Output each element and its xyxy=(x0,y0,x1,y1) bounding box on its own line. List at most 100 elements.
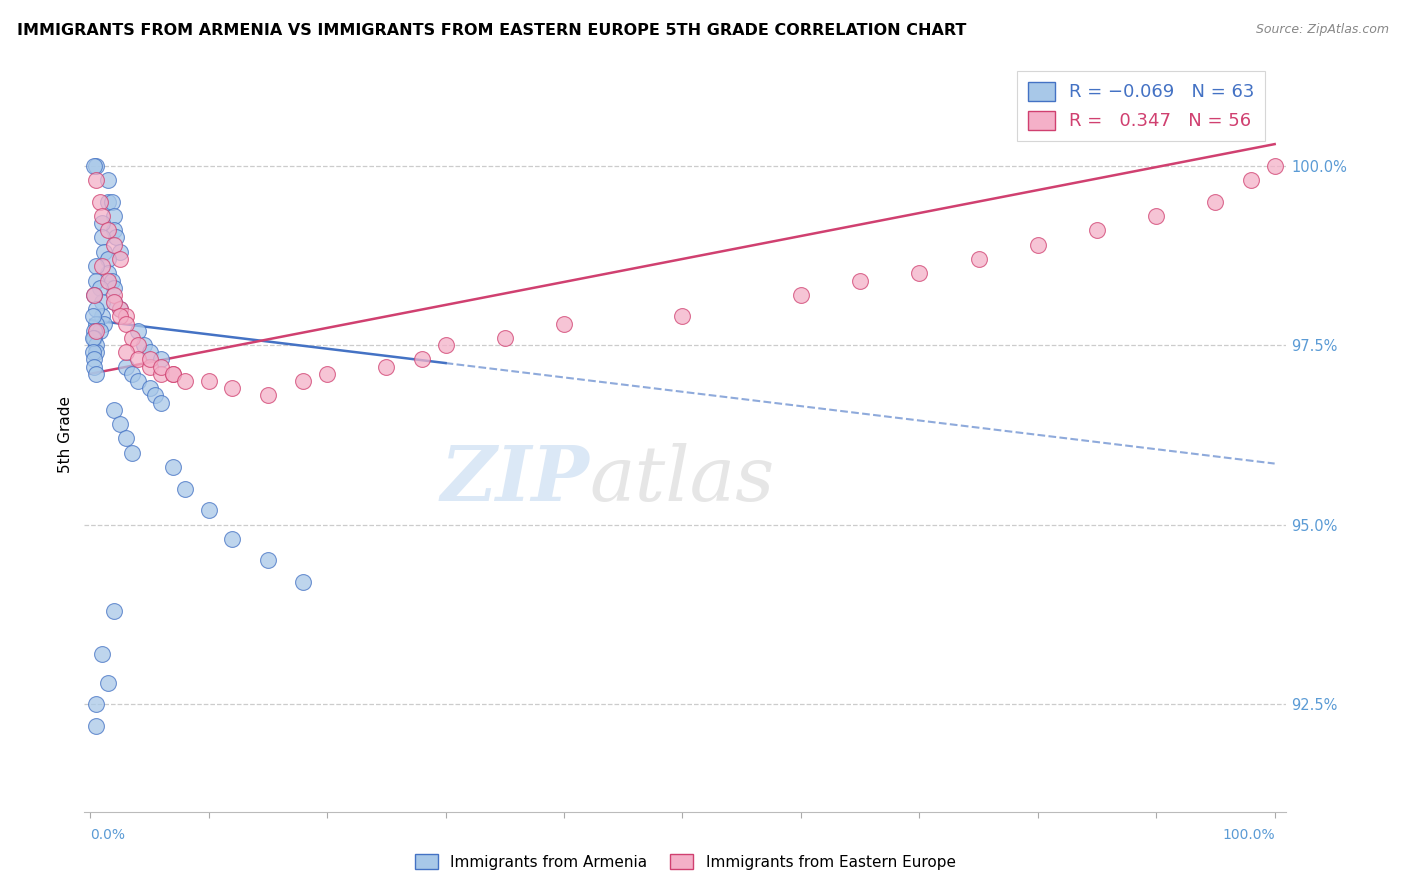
Point xyxy=(83,324,105,338)
Point xyxy=(97,273,120,287)
Point xyxy=(121,367,143,381)
Point xyxy=(103,604,125,618)
Point xyxy=(89,194,111,209)
Point xyxy=(257,388,280,402)
Point xyxy=(150,352,173,367)
Point xyxy=(108,244,131,259)
Point xyxy=(138,345,160,359)
Text: atlas: atlas xyxy=(589,443,775,517)
Point xyxy=(197,503,219,517)
Point xyxy=(127,352,149,367)
Point xyxy=(197,374,219,388)
Point xyxy=(114,317,136,331)
Point xyxy=(108,310,131,324)
Point xyxy=(100,194,122,209)
Point xyxy=(89,324,111,338)
Point xyxy=(84,338,107,352)
Point xyxy=(83,288,105,302)
Point xyxy=(174,482,197,496)
Point xyxy=(84,317,107,331)
Point xyxy=(84,324,107,338)
Point xyxy=(91,295,114,310)
Point xyxy=(1240,173,1263,187)
Point xyxy=(103,402,125,417)
Point xyxy=(967,252,990,266)
Point xyxy=(97,223,120,237)
Point xyxy=(127,338,149,352)
Point xyxy=(162,367,184,381)
Point xyxy=(150,395,173,409)
Point xyxy=(292,574,315,589)
Point xyxy=(91,259,114,273)
Point xyxy=(108,252,131,266)
Point xyxy=(103,295,125,310)
Point xyxy=(91,216,114,230)
Point xyxy=(103,237,125,252)
Point xyxy=(221,532,243,546)
Point xyxy=(127,374,149,388)
Point xyxy=(84,345,107,359)
Point xyxy=(82,331,104,345)
Point xyxy=(103,209,125,223)
Point xyxy=(1085,223,1108,237)
Point xyxy=(84,697,107,711)
Point xyxy=(89,281,111,295)
Legend: Immigrants from Armenia, Immigrants from Eastern Europe: Immigrants from Armenia, Immigrants from… xyxy=(409,847,962,876)
Point xyxy=(97,194,120,209)
Point xyxy=(108,302,131,317)
Point xyxy=(103,295,125,310)
Point xyxy=(83,359,105,374)
Point xyxy=(132,338,155,352)
Point xyxy=(108,417,131,431)
Point xyxy=(103,288,125,302)
Point xyxy=(145,388,167,402)
Point xyxy=(93,317,115,331)
Point xyxy=(162,367,184,381)
Point xyxy=(908,266,931,280)
Point xyxy=(100,273,122,287)
Text: Source: ZipAtlas.com: Source: ZipAtlas.com xyxy=(1256,23,1389,37)
Point xyxy=(83,288,105,302)
Point xyxy=(97,173,120,187)
Point xyxy=(84,367,107,381)
Point xyxy=(105,230,128,244)
Point xyxy=(849,273,872,287)
Point xyxy=(91,310,114,324)
Point xyxy=(553,317,575,331)
Point xyxy=(150,359,173,374)
Point xyxy=(84,259,107,273)
Y-axis label: 5th Grade: 5th Grade xyxy=(58,396,73,474)
Point xyxy=(671,310,693,324)
Point xyxy=(434,338,457,352)
Point xyxy=(97,266,120,280)
Point xyxy=(1204,194,1226,209)
Point xyxy=(83,331,105,345)
Point xyxy=(121,331,143,345)
Point xyxy=(97,252,120,266)
Point xyxy=(138,352,160,367)
Point xyxy=(292,374,315,388)
Point xyxy=(1026,237,1049,252)
Point xyxy=(150,367,173,381)
Point xyxy=(162,460,184,475)
Point xyxy=(127,324,149,338)
Point xyxy=(84,159,107,173)
Point xyxy=(375,359,398,374)
Point xyxy=(91,647,114,661)
Text: IMMIGRANTS FROM ARMENIA VS IMMIGRANTS FROM EASTERN EUROPE 5TH GRADE CORRELATION : IMMIGRANTS FROM ARMENIA VS IMMIGRANTS FR… xyxy=(17,23,966,38)
Point xyxy=(257,553,280,567)
Point xyxy=(1264,159,1286,173)
Point xyxy=(84,273,107,287)
Point xyxy=(83,159,105,173)
Point xyxy=(790,288,813,302)
Point xyxy=(108,302,131,317)
Point xyxy=(174,374,197,388)
Text: ZIP: ZIP xyxy=(440,443,589,517)
Point xyxy=(84,302,107,317)
Point xyxy=(138,381,160,395)
Point xyxy=(91,209,114,223)
Point xyxy=(91,230,114,244)
Text: 0.0%: 0.0% xyxy=(90,828,125,841)
Point xyxy=(1144,209,1167,223)
Point xyxy=(103,281,125,295)
